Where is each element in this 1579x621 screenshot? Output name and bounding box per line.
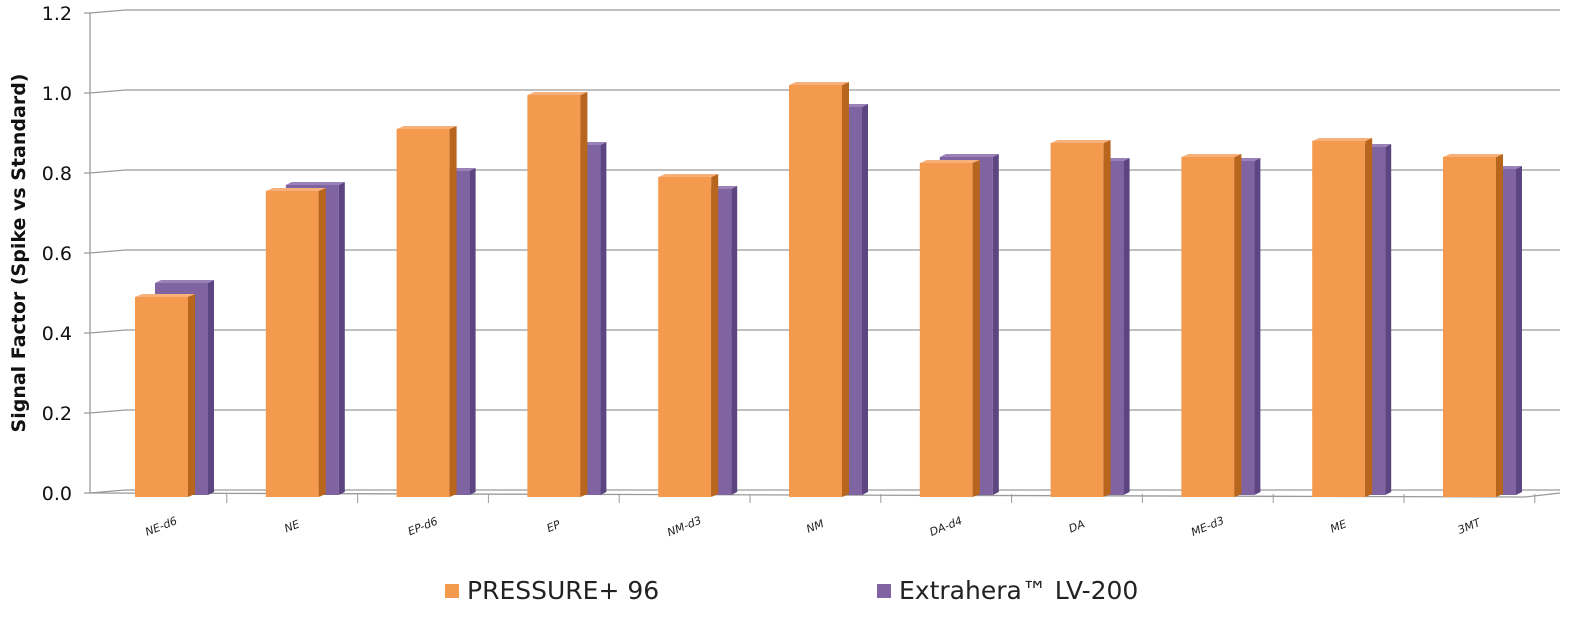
legend-item-pressure: PRESSURE+ 96 — [445, 576, 659, 605]
bar-pressure-side — [842, 82, 849, 497]
bar-pressure-side — [1365, 138, 1373, 497]
x-tick-label: NE-d6 — [143, 514, 179, 538]
bar-extrahera-top — [939, 154, 999, 157]
bar-pressure — [1181, 157, 1235, 497]
x-tick-label: EP — [545, 518, 563, 535]
bar-pressure-top — [265, 188, 326, 191]
x-tick-label: ME — [1328, 517, 1348, 535]
x-tick-label: 3MT — [1456, 516, 1484, 537]
bar-extrahera-side — [469, 168, 476, 495]
gridline — [84, 9, 1560, 14]
bar-chart: Signal Factor (Spike vs Standard) 0.0 0.2… — [8, 3, 1561, 539]
y-tick-label: 1.2 — [42, 3, 72, 25]
bar-extrahera-side — [1385, 144, 1392, 495]
bar-pressure-side — [1234, 154, 1242, 497]
bar-pressure-top — [1312, 138, 1373, 141]
bar-pressure-side — [711, 174, 719, 497]
bar-extrahera-side — [338, 182, 345, 495]
bar-pressure-side — [188, 294, 195, 497]
y-tick-label: 0.4 — [42, 323, 72, 345]
y-tick-label: 0.2 — [42, 403, 72, 425]
legend-item-extrahera: Extrahera™ LV-200 — [877, 576, 1138, 605]
bar-extrahera-side — [1123, 158, 1130, 495]
bar-extrahera-side — [731, 186, 738, 495]
y-tick-label: 1.0 — [42, 83, 72, 105]
bar-pressure — [135, 297, 188, 497]
bar-pressure-top — [1181, 154, 1242, 157]
bar-pressure-top — [789, 82, 849, 85]
legend-swatch-extrahera — [877, 583, 891, 598]
bar-pressure-top — [1443, 154, 1503, 157]
bar-pressure-side — [1103, 140, 1111, 497]
bar-pressure-top — [658, 174, 719, 177]
bar-pressure-side — [972, 160, 980, 497]
bar-extrahera-top — [155, 280, 214, 283]
bar-extrahera-top — [285, 182, 345, 185]
x-tick-label: ME-d3 — [1189, 514, 1226, 539]
bar-extrahera-side — [208, 280, 214, 495]
bar-pressure-side — [580, 92, 588, 497]
y-axis-label: Signal Factor (Spike vs Standard) — [8, 74, 30, 433]
bar-pressure-side — [318, 188, 326, 497]
bar-pressure — [396, 129, 450, 497]
bar-pressure — [265, 191, 319, 497]
bar-extrahera-side — [992, 154, 999, 495]
bar-pressure-top — [1050, 140, 1111, 143]
bar-extrahera-side — [1254, 158, 1261, 495]
bar-pressure — [1443, 157, 1496, 497]
bar-pressure — [658, 177, 712, 497]
bar-pressure-side — [1496, 154, 1503, 497]
bar-pressure — [789, 85, 842, 497]
y-tick-label: 0.8 — [42, 163, 72, 185]
y-tick-label: 0.0 — [42, 483, 72, 505]
x-tick-label: NE — [283, 518, 302, 536]
x-tick-label: DA-d4 — [928, 514, 964, 539]
y-tick-label: 0.6 — [42, 243, 72, 265]
bar-pressure-top — [135, 294, 195, 297]
x-tick-label: DA — [1067, 517, 1087, 535]
bar-pressure — [1050, 143, 1104, 497]
bar-extrahera-side — [862, 104, 868, 495]
legend-label-pressure: PRESSURE+ 96 — [467, 576, 660, 605]
bar-pressure — [527, 95, 581, 497]
legend-swatch-pressure — [445, 583, 459, 598]
bar-extrahera-side — [1516, 166, 1522, 495]
x-tick-label: NM-d3 — [665, 514, 703, 539]
bar-pressure — [919, 163, 973, 497]
x-tick-label: EP-d6 — [406, 515, 440, 539]
x-tick-label: NM — [805, 517, 827, 536]
bar-pressure-top — [396, 126, 457, 129]
bar-pressure-side — [449, 126, 457, 497]
bar-pressure-top — [919, 160, 980, 163]
bar-extrahera-side — [600, 142, 607, 495]
bar-pressure-top — [527, 92, 588, 95]
legend-label-extrahera: Extrahera™ LV-200 — [899, 576, 1139, 605]
bar-pressure — [1312, 141, 1366, 497]
